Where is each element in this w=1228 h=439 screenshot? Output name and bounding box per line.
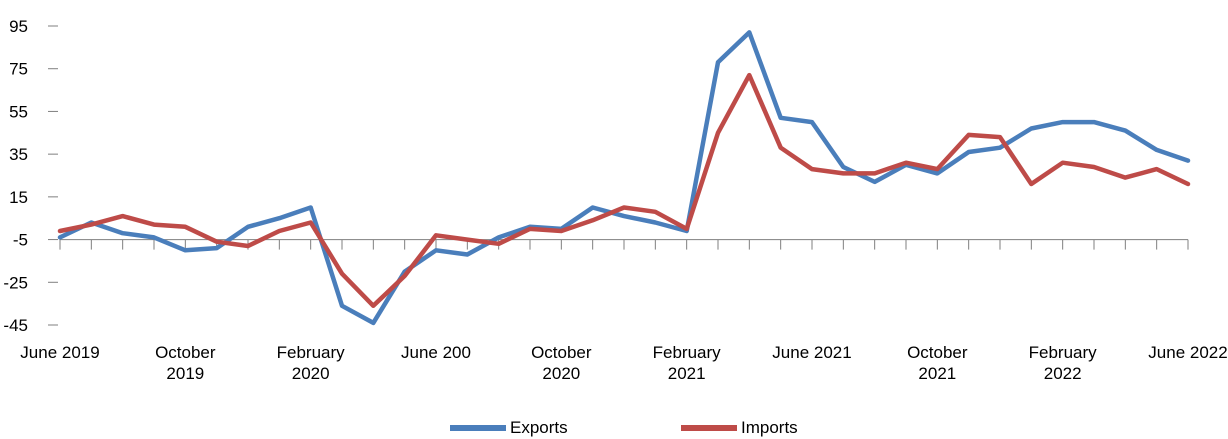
y-tick-label: -5 [13, 231, 28, 250]
x-tick-label: February [277, 343, 346, 362]
legend-swatch-exports [450, 425, 506, 431]
y-tick-label: 15 [9, 188, 28, 207]
x-tick-label: June 2019 [20, 343, 99, 362]
x-tick-label: 2021 [668, 364, 706, 383]
legend-label-exports: Exports [510, 418, 568, 437]
y-tick-label: 35 [9, 145, 28, 164]
legend-item-imports: Imports [681, 418, 798, 438]
y-axis: 95 75 55 35 15 -5 -25 -45 [3, 17, 58, 335]
x-tick-label: 2020 [542, 364, 580, 383]
y-tick-label: 75 [9, 60, 28, 79]
y-tick-label: -25 [3, 273, 28, 292]
x-tick-label: October [531, 343, 592, 362]
series-line-imports [57, 72, 1191, 309]
y-tick-label: -45 [3, 316, 28, 335]
x-tick-label: 2020 [292, 364, 330, 383]
x-tick-label: June 2022 [1148, 343, 1227, 362]
x-tick-label: 2019 [166, 364, 204, 383]
line-chart: 95 75 55 35 15 -5 -25 -45 June 2019 October 2019 F… [3, 17, 1228, 383]
series-layer [57, 30, 1191, 326]
y-tick-label: 95 [9, 17, 28, 36]
y-tick-label: 55 [9, 102, 28, 121]
legend-label-imports: Imports [741, 418, 798, 437]
x-tick-label: June 2021 [772, 343, 851, 362]
series-line-exports [57, 30, 1191, 326]
x-tick-label: February [653, 343, 722, 362]
x-tick-label: October [907, 343, 968, 362]
legend-item-exports: Exports [450, 418, 568, 438]
x-tick-label: June 200 [401, 343, 471, 362]
x-axis: June 2019 October 2019 February 2020 June 200… [20, 239, 1228, 383]
legend: Exports Imports [0, 418, 1228, 439]
x-tick-label: 2022 [1044, 364, 1082, 383]
x-tick-label: 2021 [918, 364, 956, 383]
legend-swatch-imports [681, 425, 737, 431]
x-tick-label: October [155, 343, 216, 362]
x-tick-label: February [1029, 343, 1098, 362]
